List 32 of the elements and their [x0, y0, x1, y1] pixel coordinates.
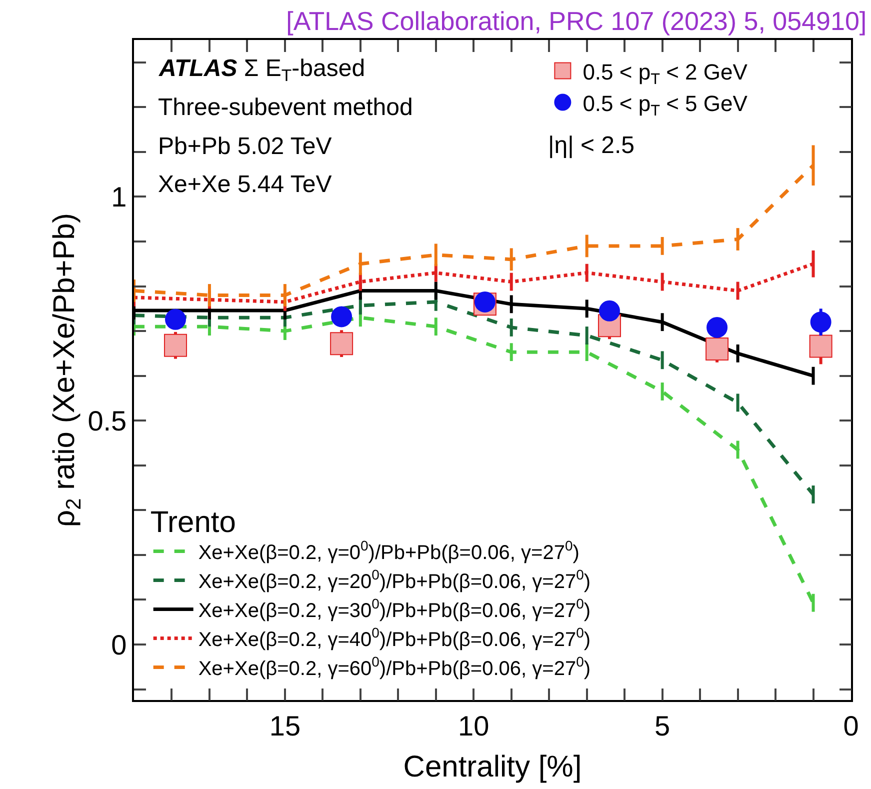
- legend-title: Trento: [150, 506, 236, 539]
- legend-label: Xe+Xe(β=0.2, γ=20$^{0}$)/Pb+Pb(β=0.06, γ=27$^{0}$): [198, 566, 591, 594]
- chart-title: [ATLAS Collaboration, PRC 107 (2023) 5, 054910]: [286, 6, 867, 36]
- x-tick-label: 15: [269, 710, 301, 742]
- x-tick-label: 10: [458, 710, 490, 742]
- annotation: |η| < 2.5: [548, 132, 635, 159]
- y-tick-label: 1: [111, 182, 127, 213]
- point: [330, 332, 354, 356]
- legend-label: Xe+Xe(β=0.2, γ=60$^{0}$)/Pb+Pb(β=0.06, γ=27$^{0}$): [198, 654, 591, 680]
- annotation: Three-subevent method: [158, 94, 413, 121]
- legend-label: Xe+Xe(β=0.2, γ=30$^{0}$)/Pb+Pb(β=0.06, γ=27$^{0}$): [198, 596, 591, 622]
- point: [810, 312, 832, 333]
- point: [165, 308, 186, 330]
- y-tick-label: 0.5: [88, 405, 127, 436]
- point: [809, 334, 832, 358]
- point: [474, 291, 496, 312]
- annotation: Pb+Pb 5.02 TeV: [158, 133, 332, 160]
- annotation: ATLAS Σ E$_{T}$-based: [158, 55, 366, 86]
- point: [706, 316, 728, 338]
- point: [706, 337, 729, 360]
- y-tick-label: 0: [111, 629, 127, 660]
- legend-label: 0.5 < p$_{T}$ < 2 GeV: [582, 59, 748, 88]
- legend-label: Xe+Xe(β=0.2, γ=0$^{0}$)/Pb+Pb(β=0.06, γ=27$^{0}$): [198, 538, 580, 564]
- point: [598, 300, 620, 322]
- point: [331, 306, 352, 328]
- x-tick-label: 5: [654, 710, 670, 742]
- legend-label: 0.5 < p$_{T}$ < 5 GeV: [582, 90, 748, 120]
- legend-label: Xe+Xe(β=0.2, γ=40$^{0}$)/Pb+Pb(β=0.06, γ=27$^{0}$): [198, 624, 591, 652]
- annotation: Xe+Xe 5.44 TeV: [158, 171, 332, 198]
- point: [164, 334, 188, 357]
- x-tick-label: 0: [843, 710, 859, 742]
- x-axis-title: Centrality [%]: [403, 750, 582, 784]
